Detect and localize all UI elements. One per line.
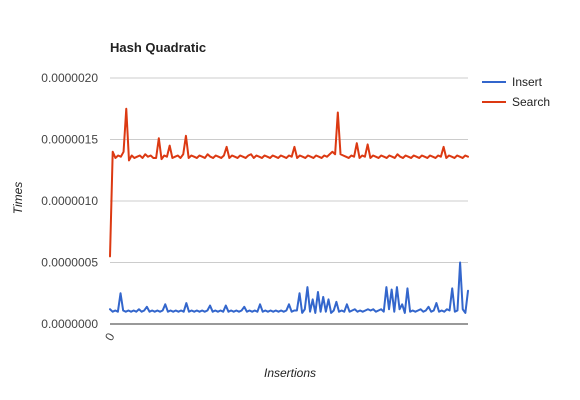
y-tick-label: 0.0000000	[41, 317, 98, 331]
x-tick-label: 0	[102, 330, 118, 343]
y-tick-label: 0.0000020	[41, 71, 98, 85]
y-tick-label: 0.0000015	[41, 133, 98, 147]
y-axis-title: Times	[11, 182, 25, 215]
x-axis-ticks: 0	[102, 330, 118, 343]
series-line-insert	[109, 261, 469, 314]
chart-title: Hash Quadratic	[110, 40, 206, 55]
series-lines	[109, 107, 469, 314]
y-axis-ticks: 0.0000000 0.0000005 0.0000010 0.0000015 0.00…	[41, 71, 98, 331]
grid-lines	[110, 77, 468, 263]
legend-label-insert: Insert	[512, 75, 543, 89]
y-tick-label: 0.0000010	[41, 194, 98, 208]
series-line-search	[109, 107, 469, 258]
x-axis-title: Insertions	[264, 366, 316, 380]
y-tick-label: 0.0000005	[41, 256, 98, 270]
legend: Insert Search	[482, 75, 550, 109]
legend-label-search: Search	[512, 95, 550, 109]
